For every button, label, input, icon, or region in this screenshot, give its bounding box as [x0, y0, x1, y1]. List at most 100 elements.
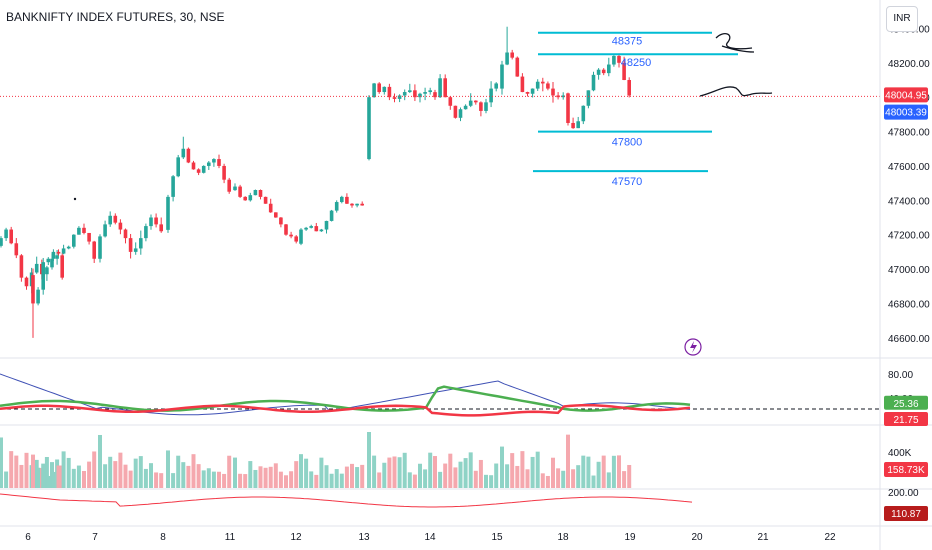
volume-bar: [561, 470, 566, 488]
oscillator-pane[interactable]: [0, 373, 880, 417]
candle-body: [118, 222, 123, 230]
volume-bar: [0, 437, 3, 488]
volume-bar: [181, 462, 186, 488]
indicator-badge-label: 110.87: [891, 509, 921, 520]
handwritten-mark: [715, 32, 755, 53]
volume-bar: [258, 466, 263, 488]
volume-bar: [448, 453, 453, 488]
volume-bar: [551, 457, 555, 488]
candle-body: [60, 255, 64, 278]
volume-tick-label: 400K: [888, 448, 912, 459]
candle-body: [263, 196, 268, 204]
volume-bar: [382, 462, 387, 488]
currency-selector[interactable]: INR: [886, 6, 918, 32]
candle-body: [14, 243, 19, 256]
candle-body: [186, 148, 191, 163]
volume-bar: [87, 461, 92, 488]
candle-body: [61, 248, 66, 254]
volume-bar: [494, 463, 499, 488]
volume-bar: [478, 459, 483, 488]
indicator-pane[interactable]: [0, 493, 693, 508]
volume-bar: [309, 471, 314, 488]
candle-body: [586, 90, 591, 106]
candle-body: [484, 102, 488, 111]
volume-bar: [377, 472, 382, 488]
price-pane[interactable]: 48375 48250 47800 47570: [0, 26, 880, 338]
volume-badge: [884, 462, 928, 477]
candle-body: [50, 258, 54, 268]
candle-body: [46, 258, 51, 263]
candle-body: [319, 229, 324, 232]
volume-bar: [412, 474, 417, 488]
candle-body: [36, 289, 40, 304]
candle-body: [418, 93, 422, 98]
candle-body: [334, 202, 339, 211]
candle-body: [345, 196, 349, 204]
volume-bar: [92, 451, 97, 488]
volume-bar: [355, 467, 360, 488]
price-tick-label: 46800.00: [888, 299, 930, 310]
candle-body: [530, 88, 535, 94]
volume-bar: [571, 469, 576, 488]
lightning-icon: [684, 338, 702, 356]
volume-bar: [41, 463, 46, 488]
volume-bar: [159, 473, 164, 488]
candle-body: [289, 234, 293, 237]
osc-tick-label: 80.00: [888, 370, 913, 381]
candle-body: [428, 90, 432, 93]
price-tick-label: 47600.00: [888, 162, 930, 173]
volume-bar: [268, 466, 273, 488]
volume-bar: [515, 465, 520, 488]
candle-body: [149, 217, 153, 227]
volume-bar: [176, 455, 181, 488]
volume-bar: [566, 434, 570, 488]
volume-bar: [9, 451, 14, 488]
volume-bar: [233, 457, 237, 488]
candle-body: [31, 275, 35, 304]
volume-bar: [601, 455, 606, 488]
candle-body: [581, 105, 586, 122]
price-tick-label: 47400.00: [888, 196, 930, 207]
candle-body: [448, 97, 453, 106]
volume-bar: [31, 454, 35, 488]
time-tick-label: 14: [424, 532, 436, 543]
volume-bar: [596, 461, 601, 488]
volume-bar: [123, 464, 128, 488]
candle-body: [392, 97, 397, 99]
volume-bar: [56, 465, 61, 488]
candle-body: [128, 238, 133, 252]
candle-body: [408, 90, 412, 93]
price-badge-label: 48004.95: [885, 90, 927, 101]
candle-body: [413, 90, 417, 98]
indicator-tick-label: 200.00: [888, 488, 919, 499]
indicator-badge: [884, 506, 928, 521]
volume-bar: [211, 471, 216, 488]
volume-bar: [576, 465, 581, 488]
volume-bar: [36, 467, 41, 488]
time-tick-label: 12: [290, 532, 302, 543]
volume-bar: [76, 465, 81, 488]
candle-body: [248, 195, 253, 201]
candle-body: [627, 80, 631, 96]
candle-body: [66, 246, 71, 249]
candle-body: [238, 186, 242, 197]
volume-bar: [103, 464, 108, 488]
candle-body: [103, 224, 107, 237]
candle-body: [546, 83, 550, 89]
candle-body: [19, 255, 24, 278]
candle-body: [268, 203, 273, 213]
chart-title: BANKNIFTY INDEX FUTURES, 30, NSE: [6, 10, 225, 24]
candle-body: [468, 100, 473, 106]
volume-bar: [294, 461, 299, 488]
volume-bar: [46, 475, 51, 488]
volume-bar: [387, 457, 392, 488]
volume-bar: [324, 465, 329, 488]
candle-body: [500, 64, 504, 89]
volume-bar: [66, 457, 71, 488]
volume-bar: [217, 471, 221, 488]
volume-bar: [128, 470, 133, 488]
candle-body: [92, 241, 96, 259]
candle-body: [227, 179, 231, 192]
volume-pane[interactable]: [0, 432, 632, 488]
